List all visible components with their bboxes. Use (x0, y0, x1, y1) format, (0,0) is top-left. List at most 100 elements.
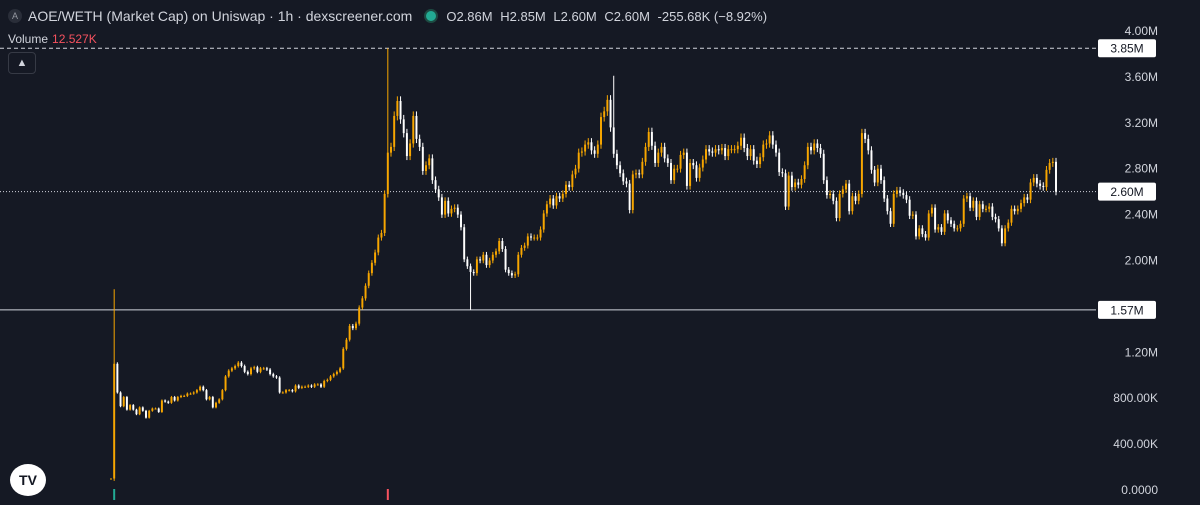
candle-body (472, 271, 475, 274)
candle-body (520, 247, 523, 255)
candle-body (291, 390, 294, 392)
candle-body (848, 183, 851, 212)
candle-body (854, 196, 857, 201)
candle-body (985, 208, 987, 210)
candle-body (794, 182, 797, 188)
candle-body (237, 362, 240, 367)
y-tick-label: 3.20M (1125, 116, 1158, 130)
candle-body (533, 237, 536, 239)
candle-body (418, 138, 421, 147)
price-label-box (1098, 300, 1156, 319)
candle-body (644, 146, 647, 162)
candle-body (771, 135, 774, 145)
candle-body (930, 207, 933, 214)
candle-body (434, 180, 437, 190)
candle-body (110, 478, 112, 480)
candle-body (364, 285, 367, 299)
candle-body (380, 232, 383, 238)
candle-body (488, 260, 491, 266)
candle-body (545, 204, 548, 214)
candle-body (125, 397, 128, 410)
candle-body (542, 213, 545, 230)
candle-body (829, 193, 832, 196)
candle-body (453, 207, 456, 209)
candle-body (638, 173, 641, 175)
candle-body (860, 133, 863, 194)
candle-body (736, 145, 739, 150)
tradingview-logo[interactable]: TV (10, 464, 46, 496)
candle-body (135, 409, 138, 415)
candle-body (953, 223, 956, 229)
candle-body (962, 198, 965, 224)
candle-body (208, 397, 211, 400)
y-tick-label: 2.00M (1125, 254, 1158, 268)
candle-body (670, 162, 672, 181)
candle-body (310, 385, 313, 387)
candle-body (587, 142, 590, 145)
y-tick-label: 2.40M (1125, 208, 1158, 222)
candle-body (485, 254, 488, 266)
candle-body (978, 204, 981, 217)
candle-body (421, 146, 424, 171)
candle-body (612, 127, 615, 154)
candle-body (205, 390, 208, 400)
candle-body (1020, 203, 1022, 209)
candle-body (1010, 208, 1013, 223)
ohlc-high-label: H (500, 8, 510, 24)
candle-body (911, 214, 914, 216)
candle-body (775, 144, 777, 153)
candle-body (253, 367, 256, 369)
candle-body (297, 385, 300, 388)
candle-body (816, 143, 819, 149)
candle-body (383, 193, 386, 233)
candle-body (698, 167, 701, 178)
candle-body (361, 298, 364, 308)
collapse-button[interactable]: ▲ (8, 52, 36, 74)
candle-body (988, 206, 991, 209)
candle-body (265, 368, 268, 370)
candle-body (523, 245, 526, 248)
candle-body (902, 192, 905, 196)
candle-body (880, 168, 882, 181)
candle-body (393, 115, 396, 147)
candle-body (507, 269, 510, 274)
candle-body (596, 144, 599, 154)
candle-body (269, 369, 272, 375)
candle-body (561, 193, 564, 199)
candle-body (329, 376, 332, 380)
candle-body (835, 200, 838, 219)
candle-body (768, 135, 771, 144)
y-tick-label: 800.00K (1113, 391, 1158, 405)
candle-body (870, 150, 873, 170)
candle-body (631, 174, 634, 211)
candle-body (800, 179, 803, 185)
candle-body (711, 151, 714, 153)
candle-body (1007, 222, 1010, 229)
candle-body (323, 380, 326, 387)
candle-body (810, 146, 812, 151)
candle-body (444, 200, 447, 215)
price-label: 1.57M (1110, 303, 1143, 317)
price-label-box (1098, 182, 1156, 201)
candle-body (148, 410, 151, 418)
candle-body (326, 379, 329, 381)
symbol-icon[interactable]: A (8, 9, 22, 23)
candle-body (685, 152, 688, 186)
candle-body (358, 307, 361, 324)
candle-body (946, 213, 949, 221)
candle-body (405, 133, 408, 157)
candle-body (1000, 228, 1003, 244)
candle-body (934, 207, 937, 230)
candle-body (183, 395, 186, 397)
candle-body (170, 397, 173, 403)
candle-body (845, 183, 847, 190)
candle-body (501, 240, 504, 250)
candle-body (116, 363, 119, 393)
candle-body (402, 119, 405, 134)
candle-body (431, 158, 434, 181)
candle-body (460, 214, 462, 228)
candle-body (530, 236, 532, 238)
candle-body (526, 236, 529, 246)
